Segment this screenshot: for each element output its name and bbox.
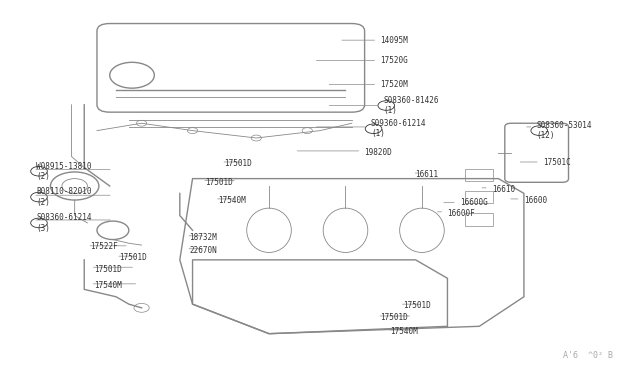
Text: A'6  ^0² B: A'6 ^0² B	[563, 351, 612, 360]
Text: S08360-53014
(12): S08360-53014 (12)	[537, 121, 592, 140]
Text: 17522F: 17522F	[91, 243, 118, 251]
Text: 22670N: 22670N	[189, 246, 217, 255]
Text: 14095M: 14095M	[381, 36, 408, 45]
Text: 17520G: 17520G	[381, 56, 408, 65]
Circle shape	[302, 128, 312, 134]
Circle shape	[136, 120, 147, 126]
Text: 17501D: 17501D	[205, 178, 233, 187]
Circle shape	[188, 128, 198, 134]
Text: S08360-81426
(1): S08360-81426 (1)	[384, 96, 439, 115]
Text: S09360-61214
(1): S09360-61214 (1)	[371, 119, 426, 138]
Text: 16610: 16610	[492, 185, 515, 194]
Text: 17520M: 17520M	[381, 80, 408, 89]
Text: 17501C: 17501C	[543, 157, 571, 167]
Text: 17501D: 17501D	[403, 301, 431, 311]
Text: 16611: 16611	[415, 170, 438, 179]
Text: 16600G: 16600G	[460, 198, 488, 207]
Text: 17540M: 17540M	[390, 327, 418, 336]
Text: 16600F: 16600F	[447, 209, 475, 218]
Text: 17540M: 17540M	[218, 196, 246, 205]
Text: 19820D: 19820D	[365, 148, 392, 157]
Text: B08110-82010
(2): B08110-82010 (2)	[36, 187, 92, 207]
Text: 17540M: 17540M	[94, 281, 122, 290]
Text: 17501D: 17501D	[225, 159, 252, 169]
Text: S08360-61214
(3): S08360-61214 (3)	[36, 213, 92, 232]
Text: 17501D: 17501D	[119, 253, 147, 263]
Circle shape	[251, 135, 261, 141]
Text: 17501D: 17501D	[381, 312, 408, 321]
Text: W08915-13810
(2): W08915-13810 (2)	[36, 161, 92, 181]
Text: 16600: 16600	[524, 196, 547, 205]
Text: 17501D: 17501D	[94, 264, 122, 273]
Text: 18732M: 18732M	[189, 233, 217, 242]
